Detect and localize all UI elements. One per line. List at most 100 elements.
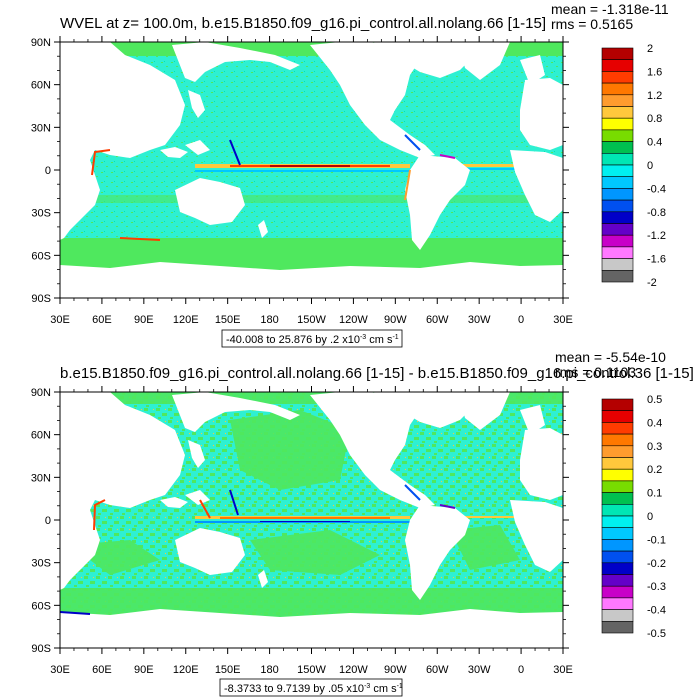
colorbar-swatch: [601, 410, 634, 423]
x-tick-label: 30E: [50, 664, 70, 676]
colorbar-label: -0.3: [647, 581, 666, 593]
x-tick-label: 90E: [134, 314, 154, 326]
equatorial-anomaly: [195, 516, 525, 523]
colorbar-swatch: [601, 59, 634, 72]
x-tick-label: 120W: [339, 664, 368, 676]
range-exp: -3: [360, 334, 366, 341]
colorbar-label: 0.4: [647, 417, 662, 429]
colorbar-label: -0.1: [647, 534, 666, 546]
range-label: -40.008 to 25.876 by .2 x10-3 cm s-1: [221, 329, 403, 348]
x-tick-label: 90E: [134, 664, 154, 676]
colorbar: 0.5 0.4 0.3 0.2 0.1 0 -0.1 -0.2 -0.3 -0.4 -0.5: [601, 394, 666, 640]
range-label-box: [221, 329, 403, 348]
colorbar-label: 0.5: [647, 394, 662, 406]
colorbar-label: -1.2: [647, 230, 666, 242]
x-tick-label: 60E: [92, 314, 112, 326]
x-tick-label: 90W: [384, 664, 407, 676]
range-text: -40.008 to 25.876 by .2 x10: [226, 334, 360, 346]
range-label-box: [219, 678, 403, 697]
colorbar-swatch: [601, 503, 634, 517]
range-unit: cm s: [370, 683, 397, 695]
colorbar-swatch: [601, 188, 634, 201]
colorbar-swatch: [601, 597, 634, 610]
continents: [60, 390, 563, 648]
y-tick-label: 60S: [31, 250, 51, 262]
colorbar-swatch: [601, 176, 634, 189]
x-tick-label: 120E: [173, 664, 199, 676]
chart-title: WVEL at z= 100.0m, b.e15.B1850.f09_g16.p…: [60, 15, 546, 32]
y-tick-label: 30S: [31, 558, 51, 570]
colorbar-swatch: [601, 585, 634, 599]
colorbar-label: -0.5: [647, 628, 666, 640]
panel-top: WVEL at z= 100.0m, b.e15.B1850.f09_g16.p…: [31, 1, 669, 348]
colorbar-swatch: [601, 398, 634, 411]
y-tick-label: 90S: [31, 643, 51, 655]
equatorial-anomaly: [195, 164, 525, 172]
colorbar-swatch: [601, 480, 634, 493]
colorbar-swatch: [601, 117, 634, 131]
colorbar-swatch: [601, 620, 634, 634]
colorbar-label: 0.2: [647, 464, 662, 476]
colorbar-label: -2: [647, 277, 657, 289]
panel-bottom: b.e15.B1850.f09_g16.pi_control.all.nolan…: [31, 349, 694, 697]
y-tick-label: 90N: [31, 37, 51, 49]
x-tick-label: 90W: [384, 314, 407, 326]
colorbar-label: -1.6: [647, 254, 666, 266]
colorbar-swatch: [601, 234, 634, 248]
colorbar-label: 2: [647, 43, 653, 55]
colorbar-swatch: [601, 468, 634, 482]
colorbar-label: -0.8: [647, 207, 666, 219]
y-tick-label: 30N: [31, 472, 51, 484]
colorbar-label: 0: [647, 160, 653, 172]
x-tick-label: 0: [518, 664, 524, 676]
map-plot: [59, 390, 564, 649]
x-tick-label: 0: [518, 314, 524, 326]
y-tick-label: 0: [45, 515, 51, 527]
y-tick-label: 90S: [31, 293, 51, 305]
colorbar-swatch: [601, 539, 634, 552]
colorbar-swatch: [601, 164, 634, 177]
x-tick-label: 120W: [339, 314, 368, 326]
colorbar-swatch: [601, 129, 634, 142]
range-text: -8.3733 to 9.7139 by .05 x10: [224, 683, 364, 695]
colorbar-label: 0.3: [647, 441, 662, 453]
x-tick-label: 60E: [92, 664, 112, 676]
x-axis: 30E 60E 90E 120E 150E 180 150W 120W 90W 60W 30W 0 30…: [50, 36, 573, 326]
colorbar-label: -0.4: [647, 605, 666, 617]
map-plot: [59, 40, 564, 299]
x-tick-label: 150W: [297, 664, 326, 676]
y-tick-label: 90N: [31, 387, 51, 399]
chart-title: b.e15.B1850.f09_g16.pi_control.all.nolan…: [60, 365, 694, 382]
colorbar-label: 1.2: [647, 90, 662, 102]
x-tick-label: 150W: [297, 314, 326, 326]
x-tick-label: 60W: [426, 664, 449, 676]
rms-stat: rms = 0.5165: [551, 16, 633, 32]
mean-stat: mean = -1.318e-11: [551, 1, 669, 17]
colorbar-swatch: [601, 211, 634, 224]
x-tick-label: 180: [260, 314, 278, 326]
x-tick-label: 30E: [50, 314, 70, 326]
colorbar-swatch: [601, 223, 634, 236]
colorbar: 2 1.6 1.2 0.8 0.4 0 -0.4 -0.8 -1.2 -1.6 -2: [601, 43, 666, 289]
coastal-highlights: [91, 134, 456, 241]
y-tick-label: 60N: [31, 430, 51, 442]
x-tick-label: 30W: [468, 314, 491, 326]
range-unit-exp: -1: [397, 683, 403, 690]
colorbar-swatch: [601, 246, 634, 259]
colorbar-swatch: [601, 527, 634, 540]
x-tick-label: 30E: [553, 664, 573, 676]
colorbar-label: 1.6: [647, 66, 662, 78]
colorbar-swatch: [601, 457, 634, 470]
x-tick-label: 60W: [426, 314, 449, 326]
colorbar-swatch: [601, 94, 634, 107]
continents: [60, 40, 563, 298]
x-tick-label: 120E: [173, 314, 199, 326]
range-exp: -3: [364, 683, 370, 690]
colorbar-swatch: [601, 492, 634, 505]
colorbar-label: 0.1: [647, 488, 662, 500]
x-tick-label: 180: [260, 664, 278, 676]
range-unit-exp: -1: [392, 334, 398, 341]
range-label: -8.3733 to 9.7139 by .05 x10-3 cm s-1: [219, 678, 403, 697]
x-tick-label: 30W: [468, 664, 491, 676]
